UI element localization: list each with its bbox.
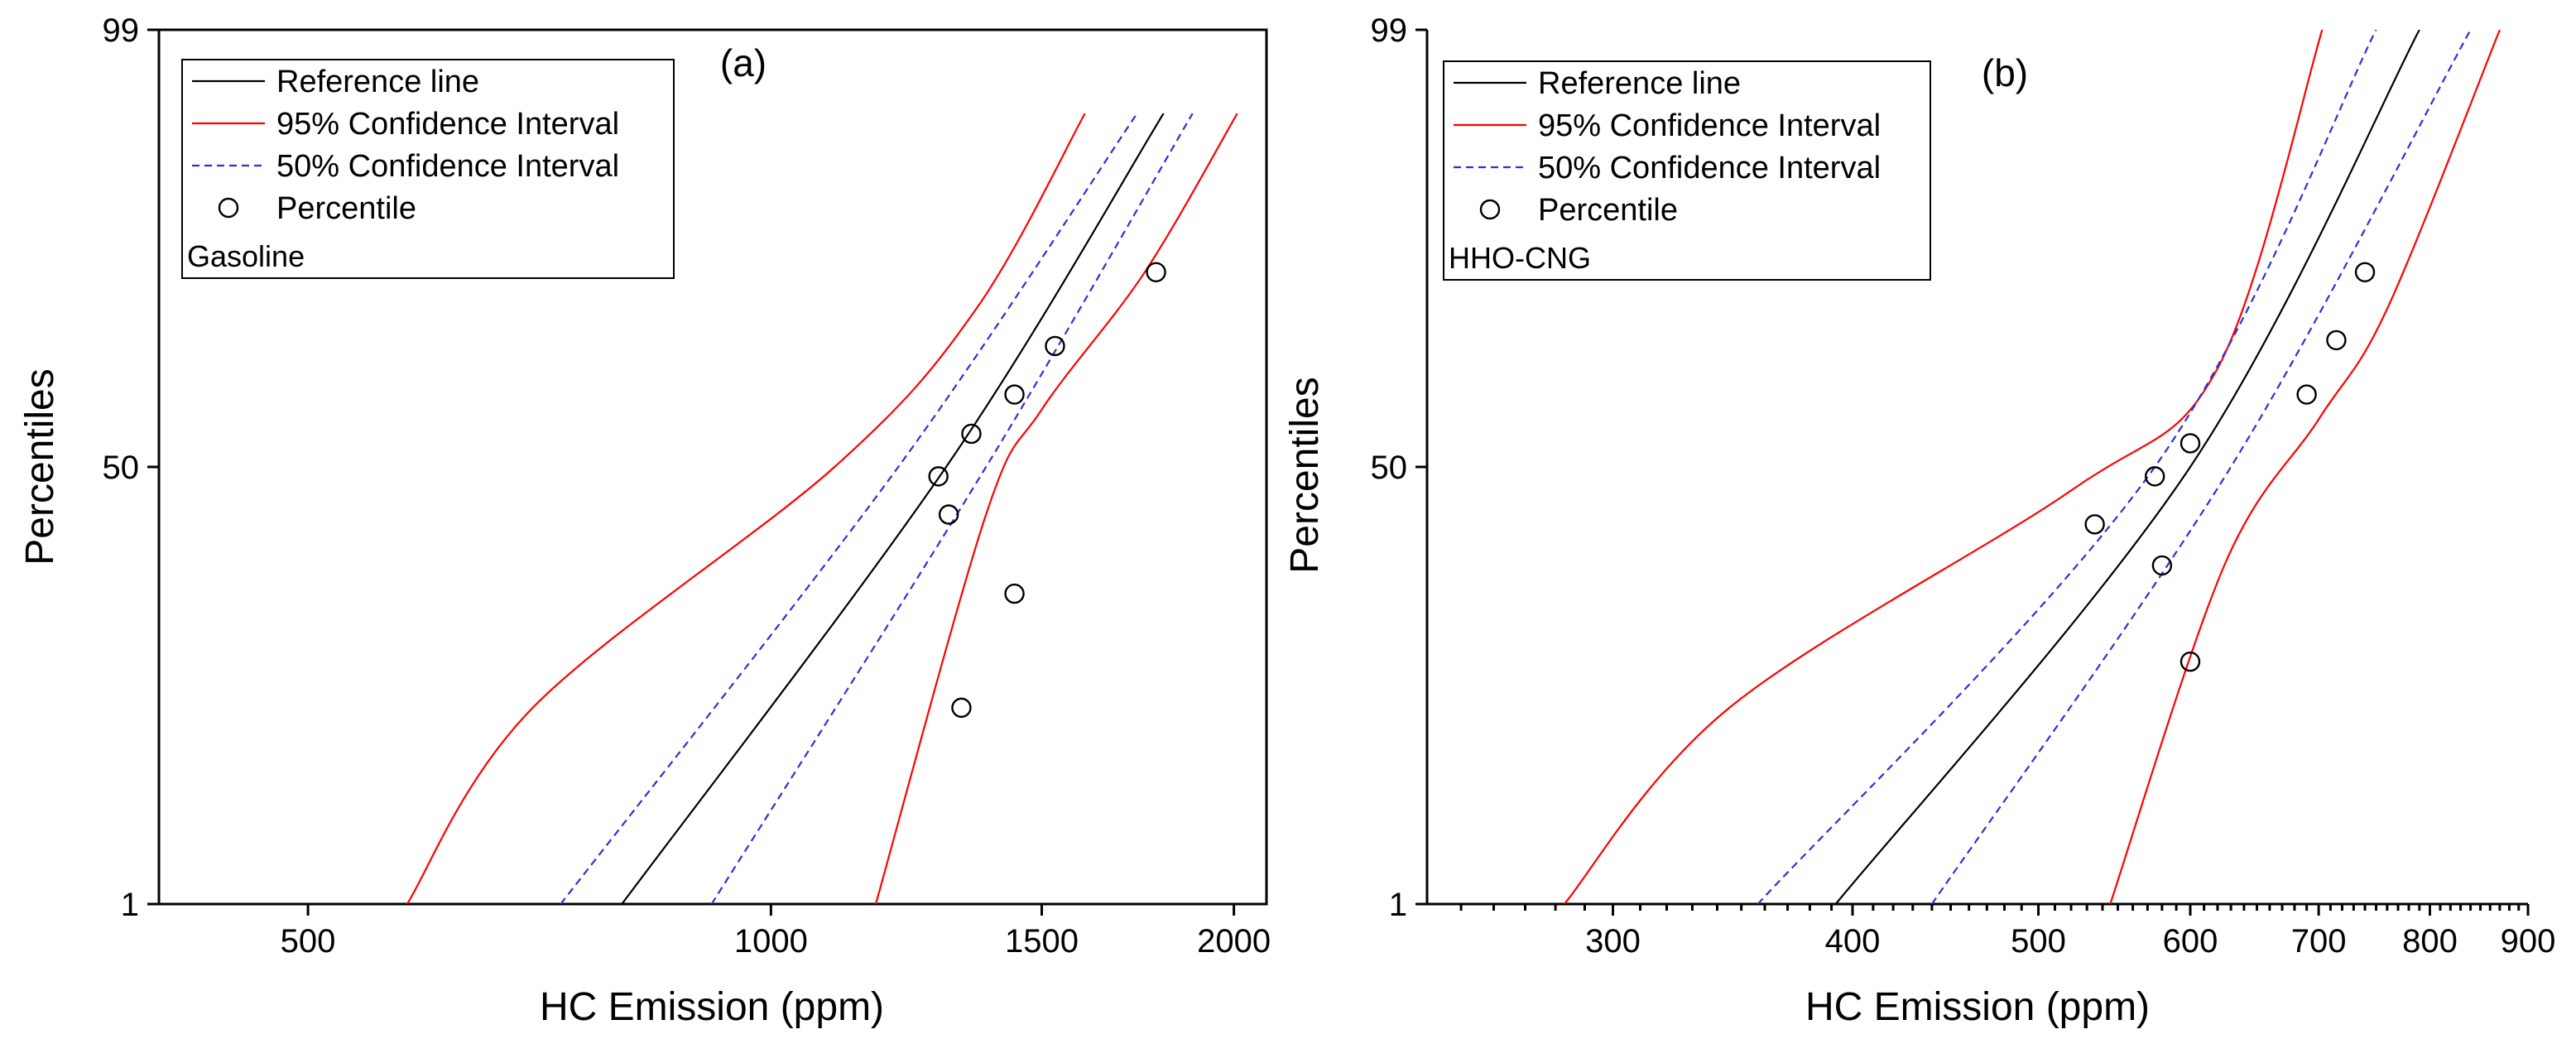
reference-line-0 <box>1834 30 2420 904</box>
percentile-point <box>2326 329 2347 351</box>
legend: Reference line 95% Confidence Interval 50%… <box>181 59 675 279</box>
x-tick-label: 600 <box>2163 923 2218 960</box>
legend-box <box>1443 60 1931 281</box>
x-tick-label: 800 <box>2402 923 2458 960</box>
x-tick-label: 300 <box>1585 923 1641 960</box>
legend-entry: 95% Confidence Interval <box>1538 108 1881 143</box>
legend: Reference line 95% Confidence Interval 50%… <box>1443 60 1931 281</box>
y-axis-title: Percentiles <box>18 368 62 565</box>
percentile-point <box>2354 262 2376 282</box>
x-axis-title: HC Emission (ppm) <box>540 985 884 1029</box>
percentile-point <box>961 423 982 445</box>
x-tick-label: 1000 <box>734 923 808 960</box>
percentile-point <box>1146 262 1166 282</box>
ci95-line-2 <box>2109 30 2501 904</box>
x-tick-label: 1500 <box>1005 923 1079 960</box>
x-tick-label: 400 <box>1825 923 1881 960</box>
y-tick-label: 1 <box>121 887 139 923</box>
ci95-line-1 <box>406 113 1086 904</box>
legend-entry: Percentile <box>1538 193 1678 228</box>
ci95-line-2 <box>874 113 1238 904</box>
y-tick-label: 99 <box>103 12 140 49</box>
percentile-point <box>951 697 972 719</box>
chart-panel-2: 300 400 500 600 700 800 900 1 50 99 HC Emission (p… <box>1283 12 2555 1029</box>
percentile-point <box>938 504 959 525</box>
y-axis-title: Percentiles <box>1283 377 1327 573</box>
x-tick-label: 700 <box>2291 923 2347 960</box>
x-axis-title: HC Emission (ppm) <box>1805 985 2150 1029</box>
y-tick-label: 50 <box>1371 450 1408 486</box>
ci50-line-4 <box>710 113 1194 904</box>
x-tick-label: 500 <box>2011 923 2066 960</box>
x-tick-label: 500 <box>281 923 336 960</box>
legend-entry: Percentile <box>276 191 416 226</box>
percentile-point <box>1045 335 1065 357</box>
y-tick-label: 1 <box>1389 887 1407 923</box>
y-tick-label: 99 <box>1371 12 1408 49</box>
percentile-point <box>2084 514 2105 535</box>
percentile-point <box>2144 466 2165 487</box>
legend-swatch <box>218 197 239 219</box>
percentile-point <box>928 466 949 487</box>
legend-entry: Reference line <box>276 65 479 99</box>
legend-entry: 50% Confidence Interval <box>1538 151 1881 185</box>
data-layer <box>406 113 1238 904</box>
ci95-line-1 <box>1563 30 2324 904</box>
legend-entry: Reference line <box>1538 66 1741 101</box>
legend-swatch <box>1479 199 1501 220</box>
y-tick-label: 50 <box>103 450 140 486</box>
percentile-point <box>1004 583 1025 604</box>
reference-line-0 <box>621 113 1165 904</box>
legend-entry: 95% Confidence Interval <box>276 107 619 142</box>
panel-label: (b) <box>1982 51 2028 94</box>
data-layer <box>1563 30 2501 904</box>
percentile-point <box>1004 384 1025 405</box>
legend-note: HHO-CNG <box>1449 241 1591 275</box>
chart-panel-1: 500 1000 1500 2000 1 50 99 HC Emission (ppm) Per… <box>18 12 1271 1029</box>
legend-note: Gasoline <box>187 239 305 273</box>
legend-entry: 50% Confidence Interval <box>276 149 619 184</box>
ci50-line-4 <box>1930 30 2472 904</box>
legend-box <box>181 59 675 279</box>
percentile-point <box>2296 384 2317 405</box>
x-tick-label: 900 <box>2501 923 2556 960</box>
ci50-line-3 <box>560 113 1138 904</box>
percentile-point <box>2180 652 2201 672</box>
panel-label: (a) <box>720 41 767 84</box>
percentile-point <box>2151 555 2173 576</box>
x-tick-label: 2000 <box>1197 923 1271 960</box>
percentile-point <box>2180 433 2201 454</box>
